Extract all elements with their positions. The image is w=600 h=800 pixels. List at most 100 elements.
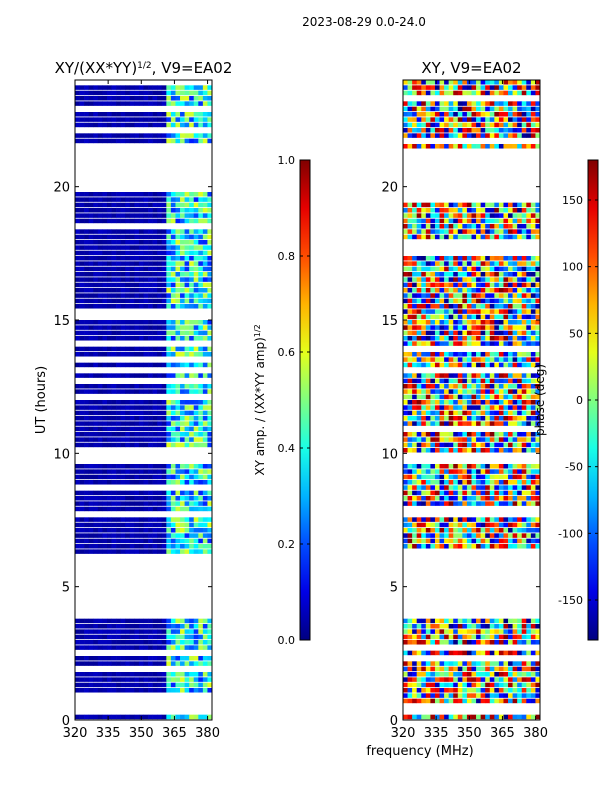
p2-heat-cell [498,128,504,133]
p2-heat-cell [466,293,472,298]
p2-heat-cell [425,666,431,672]
p2-heat-cell [535,112,541,117]
p2-heat-cell [448,448,454,453]
p2-heat-cell [508,128,513,133]
p1-heat-cell [184,528,190,533]
p2-heat-cell [508,496,513,501]
p2-heat-cell [412,378,417,384]
p2-heat-cell [457,474,463,480]
p2-heat-cell [508,293,513,298]
p2-heat-cell [448,629,454,634]
p1-heat-cell [125,336,131,341]
p2-heat-cell [489,400,495,405]
p1-heat-cell [198,336,204,341]
p2-heat-cell [434,522,440,528]
p1-heat-cell [75,688,80,693]
p1-heat-cell [175,426,181,432]
p1-heat-cell [166,432,172,437]
p2-heat-cell [439,208,445,213]
p1-heat-cell [120,90,126,96]
p2-heat-cell [412,634,417,640]
p2-heat-cell [517,378,523,384]
p1-heat-cell [148,437,153,442]
p1-heat-cell [116,373,121,378]
p1-heat-cell [152,304,158,309]
p2-heat-cell [476,272,481,277]
p2-heat-cell [430,261,436,266]
p2-heat-cell [476,469,481,474]
p2-heat-cell [412,293,417,298]
p2-heat-cell [494,501,500,506]
p1-heat-cell [189,112,195,117]
p2-heat-cell [512,106,518,112]
p1-heat-cell [111,192,117,197]
p1-heat-cell [138,421,144,426]
p1-heat-cell [202,506,208,512]
p1-heat-cell [84,96,89,101]
p1-heat-cell [143,640,149,645]
p1-heat-cell [161,442,167,448]
p1-heat-cell [175,373,181,378]
p2-heat-cell [457,106,463,112]
p2-heat-cell [466,144,472,149]
p1-heat-cell [148,293,153,298]
p2-heat-cell [508,629,513,634]
p2-heat-cell [416,394,422,400]
p1-heat-cell [79,362,85,368]
p2-heat-cell [476,517,481,522]
p1-heat-cell [184,416,190,421]
p1-heat-cell [152,496,158,501]
p1-heat-cell [120,384,126,389]
p1-heat-cell [84,234,89,240]
p1-heat-cell [111,629,117,634]
p1-heat-cell [170,336,176,341]
p1-heat-cell [143,474,149,480]
p2-heat-cell [403,405,408,410]
p1-heat-cell [79,352,85,357]
p2-heat-cell [444,485,449,490]
p2-heat-cell [421,144,427,149]
p2-heat-cell [434,544,440,549]
p1-heat-cell [198,266,204,272]
p1-heat-cell [143,522,149,528]
p2-heat-cell [403,117,408,122]
p2-heat-cell [476,490,481,496]
p2-heat-cell [485,672,491,677]
p1-heat-cell [84,688,89,693]
p2-heat-cell [471,112,477,117]
p1-heat-cell [189,688,195,693]
p1-heat-cell [93,122,99,128]
p1-heat-cell [175,266,181,272]
p2-heat-cell [421,229,427,234]
p1-heat-cell [120,522,126,528]
p1-heat-cell [88,330,94,336]
p2-heat-cell [421,256,427,261]
p1-heat-cell [152,426,158,432]
p1-heat-cell [75,336,80,341]
p1-heat-cell [152,421,158,426]
p2-heat-cell [448,362,454,368]
p1-heat-cell [152,405,158,410]
p2-heat-cell [439,106,445,112]
p1-heat-cell [189,480,195,485]
p2-heat-cell [416,90,422,96]
p1-heat-cell [148,304,153,309]
p1-heat-cell [79,272,85,277]
p1-heat-cell [184,240,190,245]
p2-heat-cell [498,325,504,330]
p1-heat-cell [79,517,85,522]
p1-heat-cell [129,522,135,528]
p1-heat-cell [129,261,135,266]
p2-heat-cell [462,485,468,490]
p1-heat-cell [97,677,103,682]
p1-heat-cell [143,656,149,661]
p1-heat-cell [143,416,149,421]
p2-heat-cell [430,325,436,330]
p2-heat-cell [448,496,454,501]
p2-heat-cell [434,496,440,501]
p2-heat-cell [448,106,454,112]
p2-heat-cell [403,90,408,96]
p1-heat-cell [184,389,190,394]
p1-heat-cell [125,325,131,330]
p2-heat-cell [508,373,513,378]
